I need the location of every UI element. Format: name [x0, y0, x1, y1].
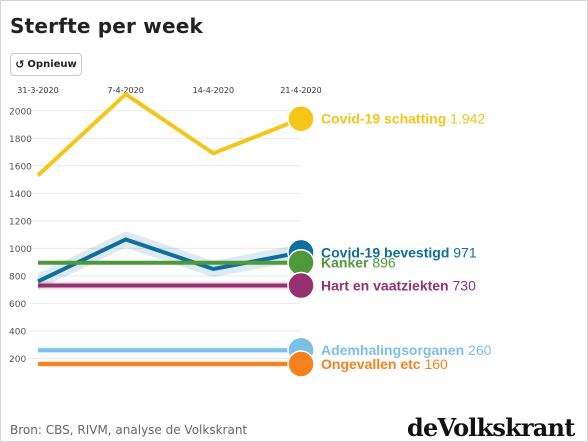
y-tick-label: 800 — [9, 272, 26, 282]
series-end-dot — [287, 271, 315, 300]
x-tick-label: 14-4-2020 — [193, 86, 234, 95]
source-note: Bron: CBS, RIVM, analyse de Volkskrant — [10, 423, 248, 437]
y-tick-label: 2000 — [9, 107, 32, 117]
y-tick-label: 1000 — [9, 245, 32, 255]
y-tick-label: 1600 — [9, 162, 32, 172]
series-end-dot — [287, 350, 315, 378]
y-tick-label: 600 — [9, 300, 26, 310]
x-tick-label: 31-3-2020 — [17, 86, 58, 95]
y-tick-label: 1800 — [9, 135, 32, 145]
series-label: Hart en vaatziekten 730 — [321, 278, 476, 294]
y-tick-label: 1400 — [9, 190, 32, 200]
page-title: Sterfte per week — [10, 14, 203, 38]
series-label: Kanker 896 — [321, 255, 396, 271]
y-tick-label: 1200 — [9, 217, 32, 227]
y-tick-label: 400 — [9, 327, 26, 337]
series-label: Covid-19 bevestigd 971 — [321, 244, 477, 260]
series-end-dot — [287, 104, 315, 133]
series-label: Ongevallen etc 160 — [321, 356, 448, 372]
x-tick-label: 21-4-2020 — [280, 86, 321, 95]
series-line-covid-19-schatting — [36, 92, 302, 177]
series-label: Covid-19 schatting 1.942 — [321, 111, 485, 127]
series-band — [38, 231, 301, 290]
replay-button[interactable]: ↺ Opnieuw — [10, 53, 82, 76]
replay-button-label: Opnieuw — [27, 59, 77, 70]
series-label: Ademhalingsorganen 260 — [321, 342, 492, 358]
x-tick-label: 7-4-2020 — [108, 86, 144, 95]
y-tick-label: 200 — [9, 355, 26, 365]
rotate-ccw-icon: ↺ — [15, 58, 25, 71]
volkskrant-logo: deVolkskrant — [407, 413, 575, 442]
